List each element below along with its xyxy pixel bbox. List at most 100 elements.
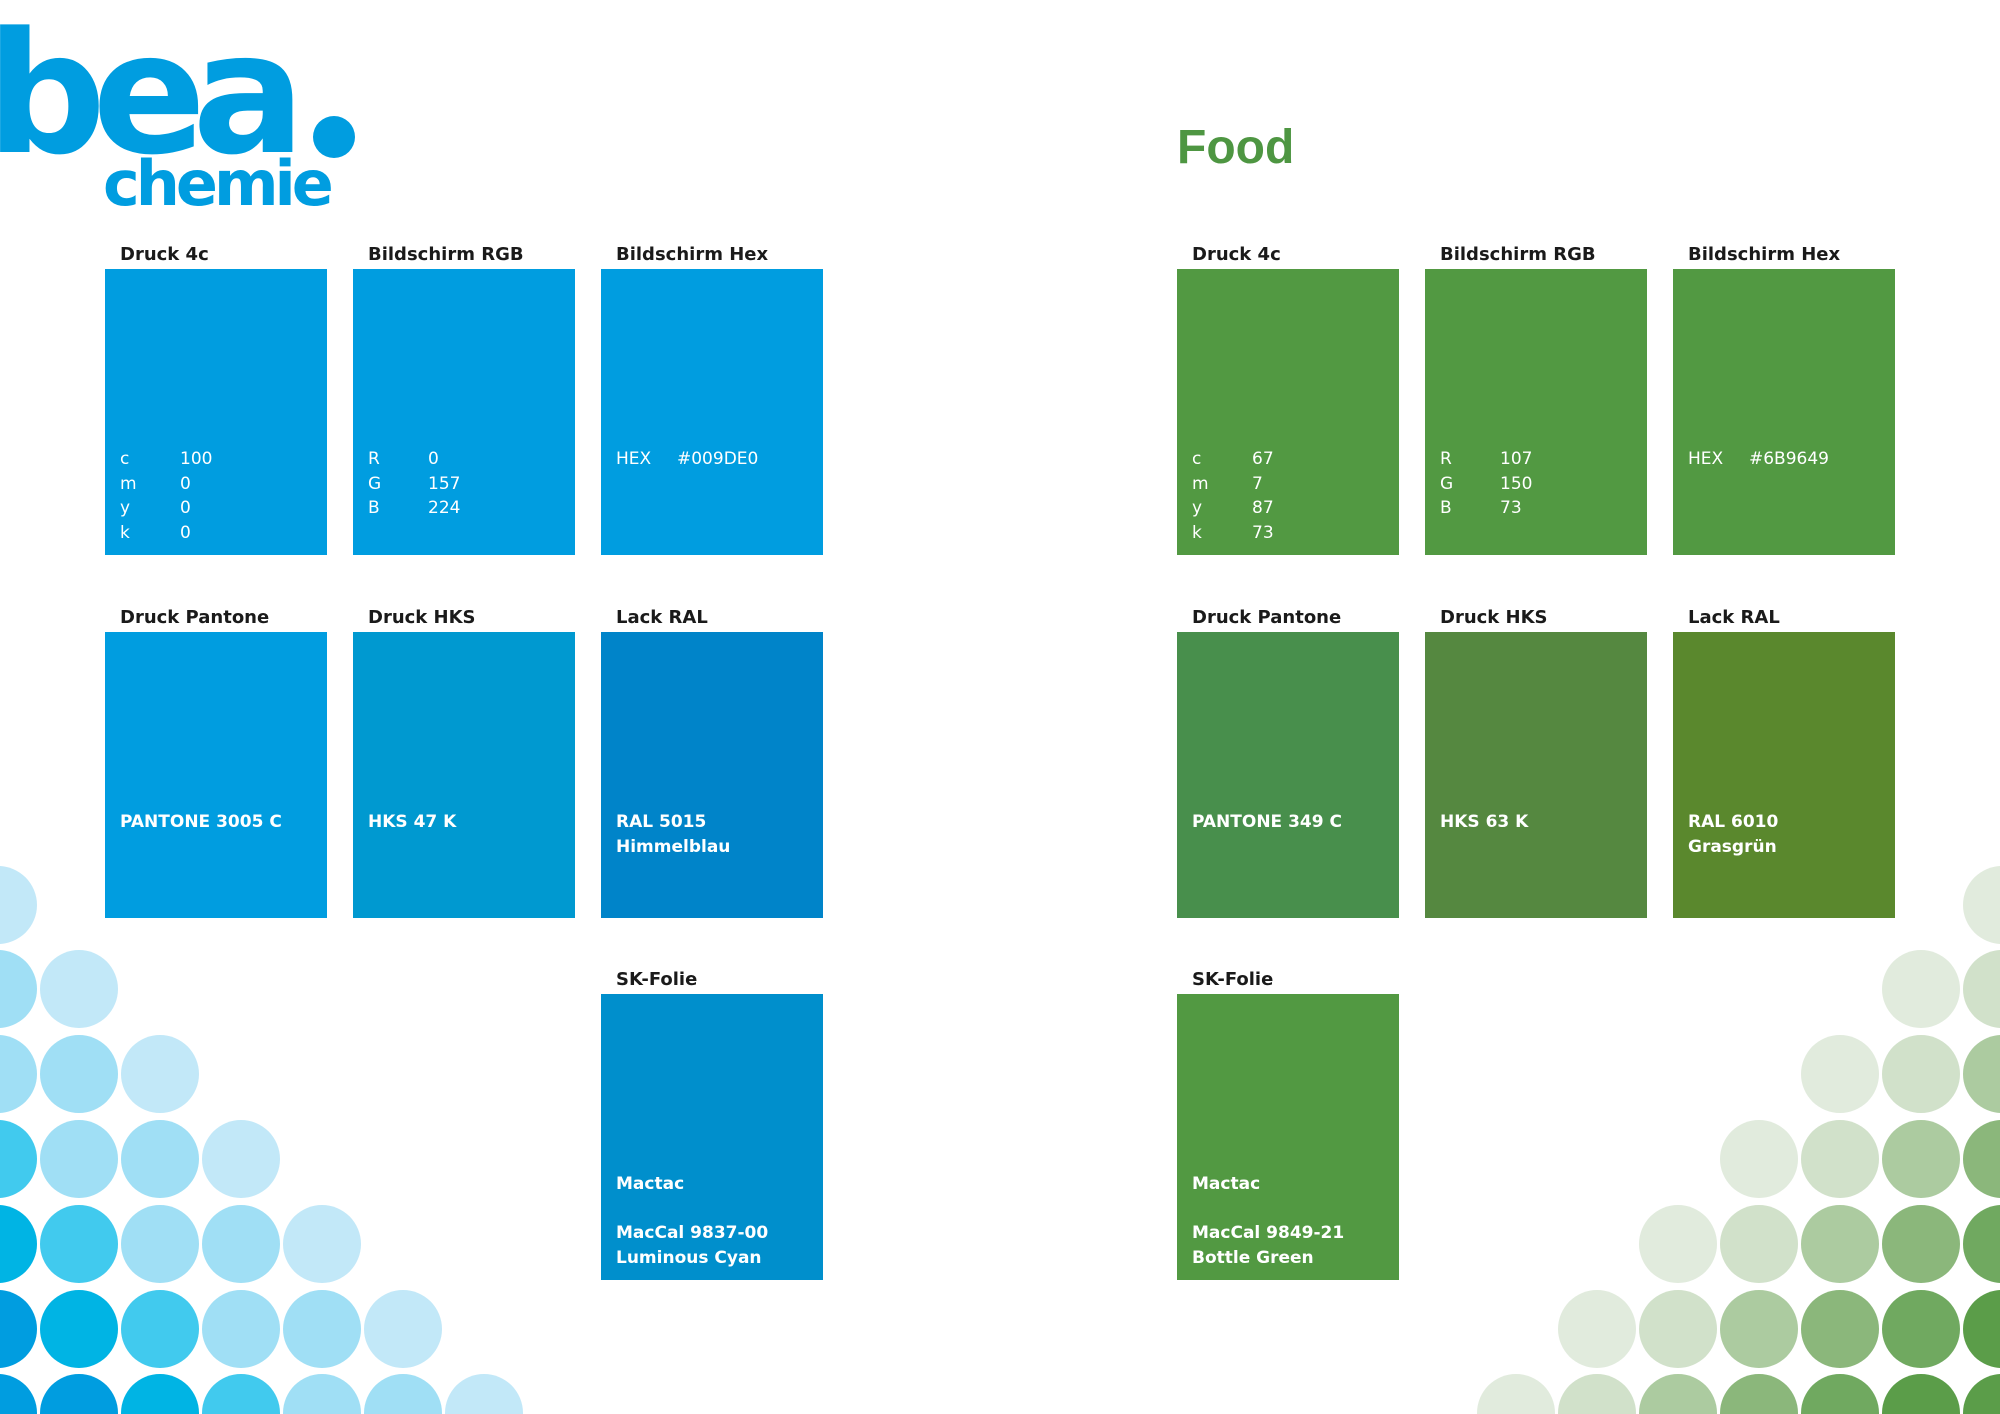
color-swatch: R 0 G 157 B 224 [353, 269, 575, 555]
value-number: 100 [180, 449, 213, 469]
green-dot [1639, 1290, 1717, 1368]
swatch-lack-ral: Lack RAL RAL 6010 Grasgrün [1673, 606, 1895, 918]
logo-dot [313, 116, 355, 158]
swatch-druck-hks: Druck HKS HKS 47 K [353, 606, 575, 918]
blue-dot [0, 1290, 37, 1368]
blue-dot [121, 1035, 199, 1113]
blue-dot [40, 1035, 118, 1113]
value-number: 87 [1252, 498, 1274, 518]
value-row: y 87 [1192, 496, 1274, 521]
blue-dot [0, 1035, 37, 1113]
value-key: y [120, 498, 131, 518]
swatch-label: Druck 4c [120, 244, 209, 265]
value-key: HEX [1688, 449, 1724, 469]
swatch-values: PANTONE 349 C [1192, 810, 1342, 835]
value-line: PANTONE 3005 C [120, 812, 282, 832]
swatch-druck-pantone: Druck Pantone PANTONE 349 C [1177, 606, 1399, 918]
value-line: Himmelblau [616, 836, 731, 857]
swatch-values: RAL 6010 Grasgrün [1688, 810, 1778, 859]
value-key: G [1440, 473, 1454, 494]
swatch-values: HEX #009DE0 [616, 447, 758, 472]
blue-dot [445, 1374, 523, 1414]
swatch-label: SK-Folie [1192, 969, 1274, 990]
color-swatch: PANTONE 3005 C [105, 632, 327, 918]
blue-dot [40, 1205, 118, 1283]
value-line: Mactac [616, 1174, 685, 1194]
blue-dot [40, 1374, 118, 1414]
swatch-label: Druck HKS [1440, 607, 1548, 628]
value-row: R 107 [1440, 447, 1532, 472]
blue-dot [0, 1120, 37, 1198]
swatch-label: Druck HKS [368, 607, 476, 628]
blue-dot [121, 1374, 199, 1414]
color-swatch: RAL 6010 Grasgrün [1673, 632, 1895, 918]
color-swatch: c 67 m 7 y 87 k 73 [1177, 269, 1399, 555]
value-key: c [120, 449, 130, 469]
value-key: k [120, 522, 130, 543]
blue-dot [0, 866, 37, 944]
value-number: 0 [180, 522, 191, 543]
green-dot [1963, 1035, 2000, 1113]
green-dot [1558, 1290, 1636, 1368]
blue-dot [202, 1205, 280, 1283]
green-dot [1963, 950, 2000, 1028]
green-dot [1720, 1290, 1798, 1368]
logo-wordmark-chemie: chemie [103, 147, 332, 220]
swatch-values: HKS 47 K [368, 810, 456, 835]
value-number: 107 [1500, 449, 1533, 469]
swatch-lack-ral: Lack RAL RAL 5015 Himmelblau [601, 606, 823, 918]
swatch-bildschirm-hex: Bildschirm Hex HEX #009DE0 [601, 243, 823, 555]
value-key: m [120, 473, 137, 494]
swatch-values: R 0 G 157 B 224 [368, 447, 460, 521]
value-key: B [368, 498, 380, 518]
swatch-values: HEX #6B9649 [1688, 447, 1829, 472]
value-number: 157 [428, 473, 461, 494]
value-key: c [1192, 449, 1202, 469]
green-dot [1963, 1120, 2000, 1198]
green-dot [1801, 1035, 1879, 1113]
value-row: c 100 [120, 447, 212, 472]
blue-dot [202, 1374, 280, 1414]
blue-dot [202, 1290, 280, 1368]
value-row: G 150 [1440, 472, 1532, 497]
swatch-label: Bildschirm RGB [1440, 244, 1596, 265]
color-swatch: PANTONE 349 C [1177, 632, 1399, 918]
green-dot [1639, 1374, 1717, 1414]
green-dot [1558, 1374, 1636, 1414]
color-swatch: RAL 5015 Himmelblau [601, 632, 823, 918]
value-row: HEX #009DE0 [616, 447, 758, 472]
green-dot [1882, 1035, 1960, 1113]
value-number: 224 [428, 498, 461, 518]
green-dot [1963, 1374, 2000, 1414]
value-number: #6B9649 [1749, 449, 1829, 469]
green-dot [1882, 1120, 1960, 1198]
green-dot [1801, 1290, 1879, 1368]
swatch-sk-folie: SK-Folie Mactac MacCal 9837-00 Luminous Cya… [601, 968, 823, 1280]
value-line: Bottle Green [1192, 1247, 1314, 1268]
swatch-bildschirm-hex: Bildschirm Hex HEX #6B9649 [1673, 243, 1895, 555]
value-line: HKS 47 K [368, 812, 457, 832]
blue-dot [283, 1374, 361, 1414]
value-key: G [368, 473, 382, 494]
value-row: B 224 [368, 496, 460, 521]
value-number: #009DE0 [677, 449, 759, 469]
value-line: HKS 63 K [1440, 812, 1529, 832]
green-dot [1639, 1205, 1717, 1283]
value-number: 7 [1252, 473, 1263, 494]
bea-chemie-logo: bea chemie [0, 0, 355, 220]
blue-dot [364, 1374, 442, 1414]
swatch-values: c 67 m 7 y 87 k 73 [1192, 447, 1274, 545]
value-number: 67 [1252, 449, 1274, 469]
value-line: PANTONE 349 C [1192, 812, 1342, 832]
green-dot [1801, 1205, 1879, 1283]
green-dot [1963, 866, 2000, 944]
value-line: RAL 6010 [1688, 812, 1779, 832]
color-swatch: HEX #6B9649 [1673, 269, 1895, 555]
color-swatch: Mactac MacCal 9837-00 Luminous Cyan [601, 994, 823, 1280]
color-swatch: c 100 m 0 y 0 k 0 [105, 269, 327, 555]
